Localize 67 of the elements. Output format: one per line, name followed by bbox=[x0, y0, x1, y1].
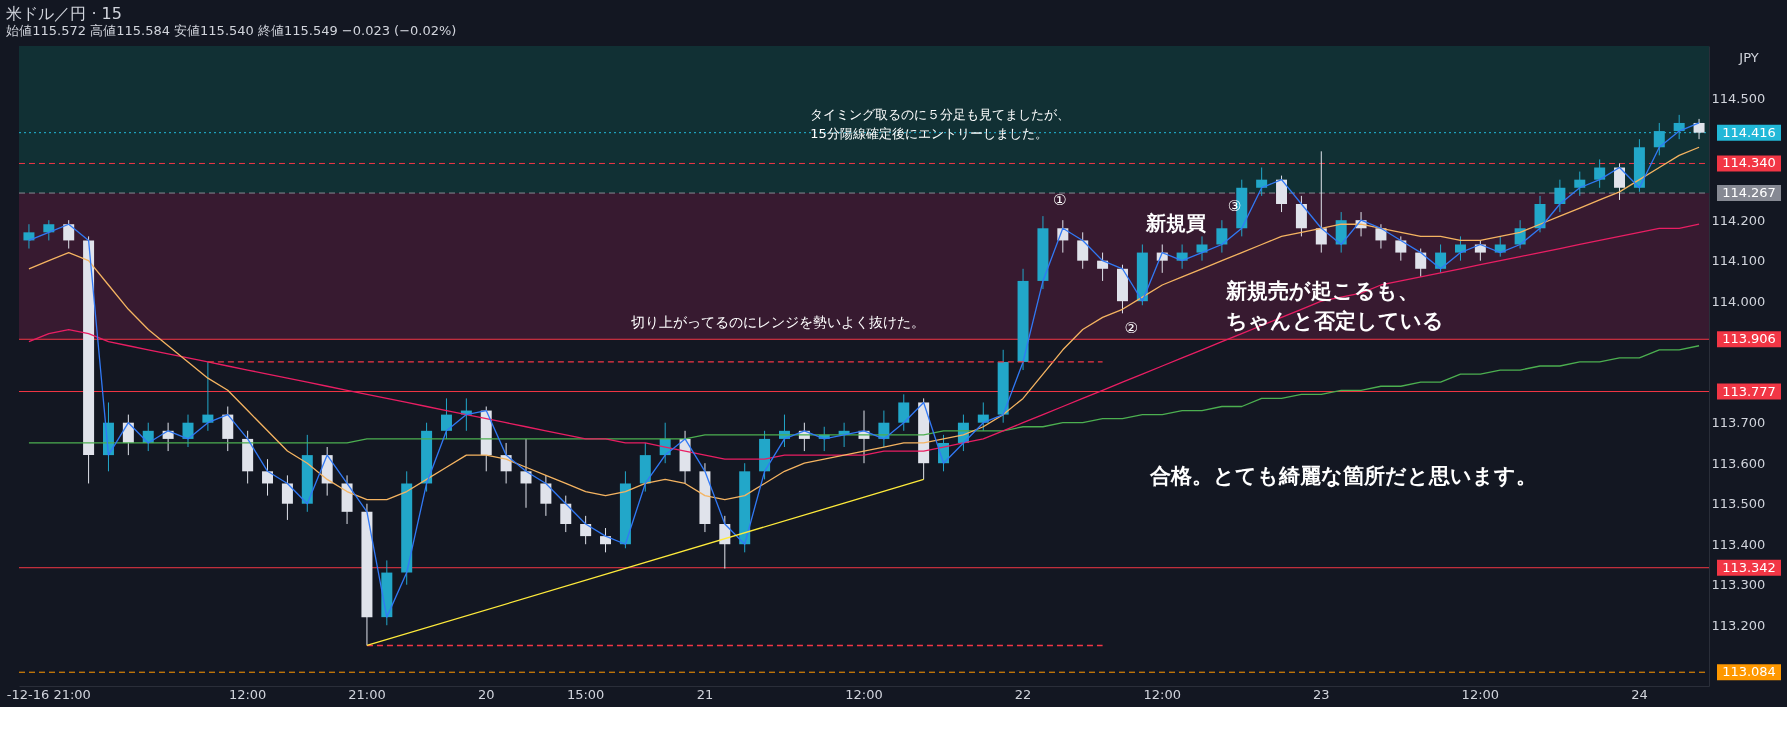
chart-subtitle: 始値115.572 高値115.584 安値115.540 終値115.549 −0.023 (−0.02%) bbox=[6, 23, 457, 38]
y-tick-label: 114.200 bbox=[1711, 212, 1766, 228]
candlestick bbox=[440, 397, 452, 440]
x-tick-label: 21:00 bbox=[348, 686, 386, 702]
ref-line-label: 113.084 bbox=[1722, 664, 1776, 680]
x-tick-label: 22 bbox=[1014, 686, 1032, 702]
candlestick bbox=[1594, 158, 1606, 189]
candlestick bbox=[1395, 235, 1407, 262]
candlestick bbox=[202, 361, 214, 432]
y-tick-label: 113.700 bbox=[1711, 415, 1766, 431]
ref-line-label: 113.906 bbox=[1722, 331, 1776, 347]
candlestick bbox=[281, 474, 293, 521]
x-tick-label: 21 bbox=[696, 686, 714, 702]
candlestick bbox=[560, 495, 572, 533]
candlestick bbox=[1673, 114, 1685, 140]
candlestick bbox=[1693, 118, 1705, 140]
candlestick bbox=[580, 515, 592, 545]
annotation: タイミング取るのに５分足も見てましたが、15分陽線確定後にエントリーしました。 bbox=[810, 106, 1071, 141]
y-tick-label: 114.500 bbox=[1711, 91, 1766, 107]
candlestick bbox=[977, 401, 989, 432]
y-tick-label: 113.200 bbox=[1711, 617, 1766, 633]
x-tick-label: 12:00 bbox=[228, 686, 267, 702]
annotation: 切り上がってるのにレンジを勢いよく抜けた。 bbox=[631, 314, 926, 331]
y-tick-label: 114.100 bbox=[1711, 253, 1766, 269]
candlestick bbox=[1216, 219, 1228, 254]
x-tick-label: 12:00 bbox=[1143, 686, 1181, 702]
x-tick-label: -12-16 21:00 bbox=[6, 686, 91, 702]
candlestick bbox=[1256, 167, 1268, 197]
candlestick bbox=[1415, 248, 1427, 278]
candlestick bbox=[898, 393, 910, 432]
candlestick bbox=[23, 223, 35, 250]
y-axis-title: JPY bbox=[1738, 50, 1759, 65]
annotation: 新規買 bbox=[1145, 211, 1207, 236]
candlestick bbox=[1097, 252, 1109, 282]
candlestick bbox=[1574, 171, 1586, 197]
ref-line-label: 113.342 bbox=[1722, 559, 1776, 575]
candlestick bbox=[1653, 122, 1665, 156]
x-tick-label: 12:00 bbox=[1461, 686, 1500, 702]
candlestick bbox=[43, 219, 55, 241]
candlestick bbox=[540, 474, 552, 517]
annotation: ① bbox=[1052, 190, 1067, 209]
ref-line-label: 114.340 bbox=[1722, 155, 1776, 171]
chart-title: 米ドル／円 · 15 bbox=[6, 4, 122, 23]
line-series bbox=[28, 146, 1700, 501]
y-tick-label: 113.300 bbox=[1711, 577, 1766, 593]
ref-line-label: 114.267 bbox=[1722, 185, 1776, 201]
ref-line-label: 113.777 bbox=[1722, 383, 1776, 399]
x-tick-label: 20 bbox=[477, 686, 495, 702]
y-tick-label: 114.000 bbox=[1711, 293, 1766, 309]
candlestick bbox=[600, 527, 612, 553]
ref-line-label: 114.416 bbox=[1722, 124, 1776, 140]
candlestick bbox=[1196, 235, 1208, 262]
annotation: 合格。とても綺麗な箇所だと思います。 bbox=[1149, 464, 1538, 489]
x-tick-label: 23 bbox=[1313, 686, 1330, 702]
candlestick bbox=[262, 458, 274, 497]
candlestick bbox=[1454, 235, 1466, 262]
y-tick-label: 113.500 bbox=[1711, 496, 1766, 512]
candlestick bbox=[520, 438, 532, 509]
candlestick bbox=[1077, 231, 1089, 270]
x-tick-label: 12:00 bbox=[845, 686, 883, 702]
y-tick-label: 113.400 bbox=[1711, 536, 1766, 552]
x-tick-label: 24 bbox=[1631, 686, 1648, 702]
candlestick bbox=[1614, 162, 1626, 201]
candlestick bbox=[1554, 179, 1566, 213]
x-tick-label: 15:00 bbox=[566, 686, 605, 702]
annotation: ② bbox=[1124, 318, 1138, 337]
y-tick-label: 113.600 bbox=[1711, 455, 1766, 471]
